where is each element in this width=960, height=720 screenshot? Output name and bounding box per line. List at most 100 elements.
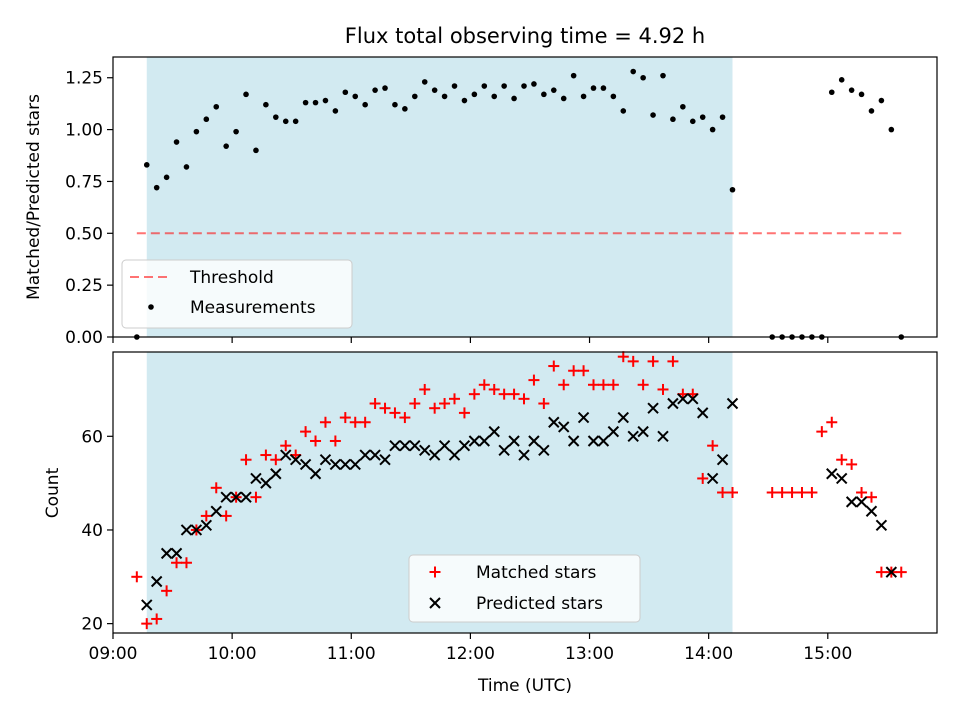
matched-star-point bbox=[865, 491, 877, 503]
measurement-point bbox=[332, 108, 339, 114]
measurement-point bbox=[173, 139, 180, 145]
matched-star-point bbox=[558, 379, 570, 391]
matched-star-point bbox=[270, 454, 282, 466]
measurement-point bbox=[471, 91, 478, 98]
x-tick-label: 12:00 bbox=[446, 644, 495, 664]
predicted-star-point bbox=[309, 468, 322, 480]
y-tick-label: 0.00 bbox=[65, 328, 103, 348]
predicted-star-point bbox=[577, 411, 590, 424]
predicted-star-point bbox=[319, 454, 332, 466]
matched-star-point bbox=[776, 487, 788, 498]
top-plot-area bbox=[134, 68, 905, 340]
measurement-point bbox=[382, 85, 388, 91]
measurement-point bbox=[680, 103, 686, 110]
x-stroke-2 bbox=[627, 430, 639, 443]
x-stroke-2 bbox=[835, 472, 848, 485]
x-stroke-2 bbox=[409, 439, 421, 452]
matched-star-point bbox=[607, 379, 619, 391]
matched-star-point bbox=[627, 355, 639, 367]
matched-star-point bbox=[429, 402, 441, 414]
x-stroke-2 bbox=[458, 439, 471, 452]
bottom-axes-frame bbox=[112, 351, 938, 634]
predicted-star-point bbox=[538, 444, 550, 457]
legend-measurements-swatch bbox=[148, 304, 154, 310]
predicted-star-point bbox=[170, 547, 183, 560]
predicted-star-point bbox=[160, 547, 173, 560]
predicted-star-point bbox=[657, 430, 669, 443]
x-stroke-2 bbox=[170, 547, 183, 560]
measurement-point bbox=[441, 93, 448, 100]
measurement-point bbox=[838, 77, 845, 83]
x-stroke-2 bbox=[329, 458, 342, 471]
predicted-star-point bbox=[280, 449, 292, 461]
matched-star-point bbox=[458, 407, 470, 419]
x-stroke-2 bbox=[696, 407, 709, 419]
predicted-star-point bbox=[826, 468, 838, 480]
matched-star-point bbox=[478, 379, 490, 391]
x-tick-label: 14:00 bbox=[684, 644, 733, 664]
measurement-point bbox=[719, 114, 726, 120]
x-stroke-2 bbox=[319, 454, 332, 466]
measurement-point bbox=[412, 93, 418, 100]
x-stroke-2 bbox=[548, 416, 560, 428]
x-stroke-2 bbox=[230, 491, 242, 503]
x-stroke-2 bbox=[617, 411, 629, 424]
legend-predicted-swatch-2 bbox=[429, 597, 441, 609]
predicted-star-point bbox=[637, 425, 649, 438]
measurement-point bbox=[352, 93, 359, 100]
matched-star-point bbox=[250, 491, 262, 503]
predicted-star-point bbox=[696, 407, 709, 419]
matched-star-point bbox=[260, 449, 272, 461]
measurement-point bbox=[570, 72, 577, 79]
measurement-point bbox=[828, 89, 835, 96]
x-stroke-2 bbox=[210, 505, 222, 517]
y-tick-label: 20 bbox=[81, 615, 103, 635]
matched-star-point bbox=[131, 571, 143, 583]
predicted-star-point bbox=[428, 449, 441, 461]
measurement-point bbox=[233, 128, 239, 135]
x-stroke-2 bbox=[200, 519, 213, 531]
predicted-star-point bbox=[389, 439, 401, 452]
predicted-star-point bbox=[478, 435, 491, 447]
predicted-star-point bbox=[587, 435, 600, 447]
legend-frame bbox=[121, 259, 353, 329]
predicted-star-point bbox=[855, 496, 868, 508]
x-tick-label: 09:00 bbox=[89, 644, 138, 664]
measurement-point bbox=[511, 95, 517, 102]
bottom-ticks: 09:00 10:00 11:00 12:00 13:00 14:00 15:00 20 40 6… bbox=[81, 427, 852, 664]
x-stroke-2 bbox=[180, 524, 193, 536]
matched-star-point bbox=[300, 426, 312, 438]
measurement-point bbox=[342, 89, 349, 96]
matched-star-point bbox=[349, 416, 361, 428]
predicted-star-point bbox=[567, 435, 580, 447]
x-stroke-2 bbox=[190, 524, 203, 536]
predicted-star-point bbox=[667, 397, 679, 410]
measurement-point bbox=[183, 164, 190, 170]
predicted-star-point bbox=[399, 439, 411, 452]
measurement-point bbox=[263, 101, 269, 108]
x-stroke-2 bbox=[478, 435, 491, 447]
predicted-star-point bbox=[359, 449, 371, 461]
figure-title: Flux total observing time = 4.92 h bbox=[345, 24, 705, 48]
matched-star-point bbox=[617, 351, 629, 363]
matched-star-point bbox=[399, 412, 411, 424]
x-stroke-2 bbox=[150, 575, 163, 588]
x-stroke-2 bbox=[677, 393, 689, 405]
measurement-point bbox=[600, 85, 607, 91]
predicted-star-point bbox=[379, 454, 391, 466]
matched-star-point bbox=[369, 398, 381, 410]
matched-star-point bbox=[329, 435, 341, 447]
matched-star-point bbox=[389, 407, 401, 419]
measurement-point bbox=[650, 112, 656, 118]
x-stroke-2 bbox=[826, 468, 838, 480]
matched-star-point bbox=[359, 416, 371, 428]
x-stroke-2 bbox=[865, 505, 878, 517]
legend-predicted-label: Predicted stars bbox=[476, 594, 603, 614]
x-stroke-2 bbox=[289, 454, 302, 466]
predicted-star-point bbox=[528, 435, 540, 447]
predicted-star-point bbox=[498, 444, 510, 457]
x-tick-label: 15:00 bbox=[803, 644, 852, 664]
matched-star-point bbox=[796, 487, 808, 498]
measurement-point bbox=[560, 95, 567, 102]
